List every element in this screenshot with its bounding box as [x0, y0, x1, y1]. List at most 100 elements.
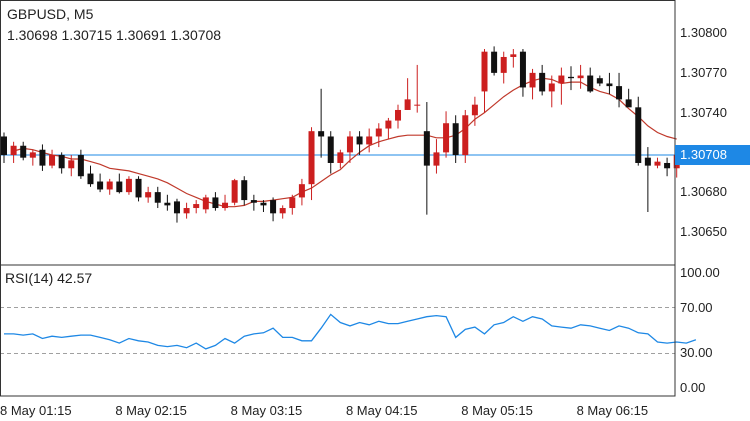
- candle: [270, 197, 277, 222]
- candle: [154, 186, 161, 209]
- candle: [260, 200, 267, 212]
- candle-body: [183, 208, 190, 214]
- candle: [308, 127, 315, 201]
- candle: [241, 176, 248, 206]
- time-axis-tick-label: 8 May 06:15: [576, 403, 649, 418]
- current-price-tag: 1.30708: [675, 145, 750, 166]
- candle: [337, 149, 344, 169]
- candle-body: [279, 208, 286, 214]
- candle-body: [433, 152, 440, 166]
- candle: [452, 115, 459, 163]
- candle-body: [68, 160, 75, 169]
- candle-body: [327, 136, 334, 163]
- candle: [375, 123, 382, 148]
- candle: [49, 149, 56, 169]
- candle: [29, 149, 36, 166]
- candle: [193, 200, 200, 214]
- candle: [539, 64, 546, 96]
- candle: [404, 78, 411, 110]
- candle: [625, 88, 632, 108]
- candle: [587, 67, 594, 93]
- candle: [443, 111, 450, 158]
- candle-body: [193, 204, 200, 209]
- candle-body: [97, 181, 104, 190]
- candle: [519, 49, 526, 97]
- candle-body: [135, 178, 142, 198]
- candle-body: [298, 184, 305, 198]
- candle: [125, 176, 132, 195]
- symbol-label: GBPUSD, M5: [7, 6, 94, 22]
- candle: [327, 131, 334, 174]
- candle-body: [423, 131, 430, 166]
- candle: [366, 128, 373, 153]
- candle: [654, 157, 661, 169]
- candle: [222, 194, 229, 211]
- candle: [173, 198, 180, 223]
- candle-body: [510, 54, 517, 57]
- candle-body: [29, 152, 36, 158]
- candle-body: [606, 83, 613, 87]
- rsi-line: [4, 313, 697, 350]
- candle-body: [443, 123, 450, 153]
- candle-body: [116, 181, 123, 193]
- rsi-label: RSI(14) 42.57: [5, 270, 93, 286]
- candle-body: [337, 152, 344, 163]
- price-axis-tick-label: 1.30650: [680, 223, 727, 239]
- time-axis-tick-label: 8 May 03:15: [230, 403, 303, 418]
- candle-body: [462, 115, 469, 156]
- candle-body: [173, 201, 180, 214]
- rsi-axis-tick-label: 30.00: [680, 345, 713, 361]
- candle-body: [366, 136, 373, 145]
- ohlc-label: 1.30698 1.30715 1.30691 1.30708: [7, 27, 222, 43]
- rsi-layer: [4, 313, 697, 350]
- rsi-axis-tick-label: 70.00: [680, 299, 713, 315]
- rsi-axis-tick-label: 100.00: [680, 265, 720, 281]
- candle-body: [558, 75, 565, 84]
- candle-body: [567, 76, 574, 79]
- candle: [279, 205, 286, 219]
- candle: [58, 152, 65, 174]
- candle-body: [664, 162, 671, 169]
- candle-body: [519, 51, 526, 88]
- frame-layer: [0, 0, 676, 397]
- candle: [318, 88, 325, 158]
- candle: [414, 64, 421, 113]
- candle-body: [587, 75, 594, 92]
- candle-body: [270, 200, 277, 214]
- candle: [77, 149, 84, 179]
- candle: [212, 192, 219, 211]
- candle: [289, 194, 296, 215]
- candle-body: [577, 75, 584, 79]
- time-axis-tick-label: 8 May 05:15: [461, 403, 533, 418]
- candle: [577, 64, 584, 89]
- candle: [635, 96, 642, 166]
- candle: [10, 141, 17, 163]
- candle: [145, 186, 152, 203]
- candle-body: [375, 128, 382, 137]
- price-axis-tick-label: 1.30800: [680, 25, 727, 41]
- candle-body: [491, 51, 498, 73]
- candle: [491, 46, 498, 76]
- candle-body: [202, 197, 209, 210]
- candle: [183, 202, 190, 219]
- candle-body: [145, 192, 152, 198]
- rsi-axis-tick-label: 0.00: [680, 379, 706, 395]
- candle-body: [49, 155, 56, 166]
- candle-body: [154, 192, 161, 203]
- candle-body: [644, 157, 651, 166]
- candle: [548, 75, 555, 108]
- candle: [356, 131, 363, 156]
- candle: [202, 194, 209, 214]
- candle-body: [346, 136, 353, 153]
- candle: [510, 49, 517, 68]
- time-axis-tick-label: 8 May 02:15: [115, 403, 187, 418]
- time-axis-tick-label: 8 May 04:15: [345, 403, 418, 418]
- price-axis-tick-label: 1.30740: [680, 104, 727, 120]
- candle: [596, 75, 603, 87]
- candle-body: [222, 202, 229, 209]
- candle-body: [404, 99, 411, 110]
- candle: [346, 131, 353, 163]
- candle-body: [481, 51, 488, 92]
- candle-body: [625, 99, 632, 108]
- candle-body: [87, 173, 94, 185]
